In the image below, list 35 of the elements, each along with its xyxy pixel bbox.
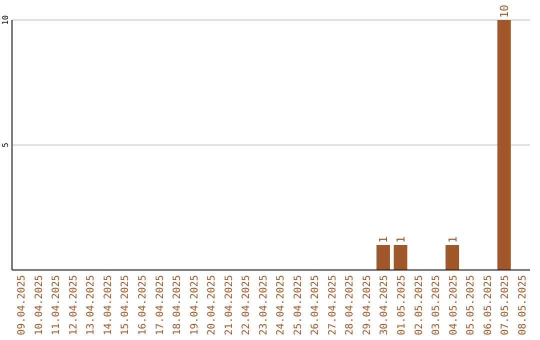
data-label: 1 — [377, 236, 390, 243]
x-tick-label: 28.04.2025 — [344, 275, 356, 336]
x-tick-label: 12.04.2025 — [68, 275, 80, 336]
x-tick-label: 24.04.2025 — [276, 275, 287, 336]
x-tick-label: 20.04.2025 — [206, 275, 218, 336]
x-tick-label: 10.04.2025 — [34, 275, 45, 336]
x-tick-label: 16.04.2025 — [138, 275, 148, 336]
x-tick-label: 22.04.2025 — [241, 275, 252, 336]
x-tick-label: 27.04.2025 — [327, 275, 338, 336]
x-tick-label: 09.04.2025 — [16, 275, 28, 336]
x-tick-label: 15.04.2025 — [120, 275, 132, 336]
x-tick-label: 30.04.2025 — [379, 275, 390, 336]
x-tick-label: 17.04.2025 — [154, 275, 166, 336]
x-tick-label: 23.04.2025 — [258, 275, 270, 336]
x-tick-label: 18.04.2025 — [172, 275, 184, 336]
x-tick-label: 07.05.2025 — [500, 275, 512, 336]
y-tick-label: 5 — [1, 142, 10, 148]
data-label: 1 — [394, 236, 408, 243]
x-tick-label: 14.04.2025 — [102, 275, 114, 336]
x-tick-label: 21.04.2025 — [224, 275, 235, 336]
x-tick-label: 01.05.2025 — [396, 275, 408, 336]
data-label: 1 — [446, 236, 460, 243]
x-tick-label: 25.04.2025 — [292, 275, 304, 336]
x-tick-label: 11.04.2025 — [51, 275, 62, 336]
data-label: 10 — [498, 4, 512, 18]
x-tick-label: 03.05.2025 — [431, 275, 442, 336]
x-tick-label: 04.05.2025 — [448, 275, 460, 336]
x-tick-label: 13.04.2025 — [86, 275, 97, 336]
x-tick-label: 08.05.2025 — [517, 275, 528, 336]
x-tick-label: 06.05.2025 — [482, 275, 494, 336]
x-tick-label: 26.04.2025 — [310, 275, 322, 336]
x-tick-label: 05.05.2025 — [466, 275, 477, 336]
x-tick-label: 29.04.2025 — [362, 275, 373, 336]
x-tick-label: 02.05.2025 — [414, 275, 425, 336]
x-tick-label: 19.04.2025 — [189, 275, 200, 336]
